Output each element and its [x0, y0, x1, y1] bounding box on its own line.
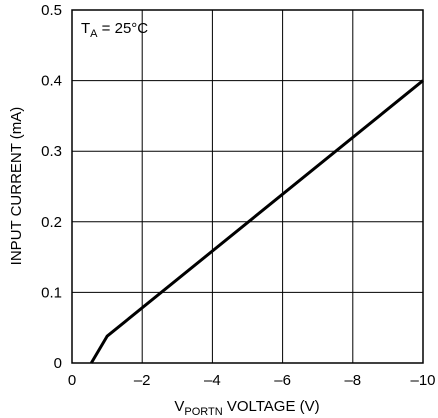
y-tick-labels: 0 0.1 0.2 0.3 0.4 0.5 — [41, 2, 62, 372]
x-tick-label-1: –2 — [134, 372, 151, 389]
grid — [72, 10, 423, 363]
series-layer — [90, 79, 424, 364]
y-tick-label-4: 0.4 — [41, 73, 62, 90]
annotation-subscript: A — [90, 28, 98, 40]
y-axis-label: INPUT CURRENT (mA) — [8, 107, 25, 266]
y-tick-label-5: 0.5 — [41, 2, 62, 19]
annotation-main: T — [81, 20, 90, 37]
x-axis-label-subscript: PORTN — [184, 406, 222, 418]
y-tick-label-1: 0.1 — [41, 284, 62, 301]
series-line-0 — [90, 79, 424, 364]
x-axis-label-main: V — [174, 398, 184, 415]
x-axis-label: VPORTN VOLTAGE (V) — [174, 398, 319, 418]
x-axis-label-rest: VOLTAGE (V) — [223, 398, 320, 415]
annotation-rest: = 25°C — [98, 20, 149, 37]
x-tick-label-0: 0 — [68, 372, 76, 389]
y-tick-label-0: 0 — [54, 355, 62, 372]
x-tick-label-5: –10 — [410, 372, 435, 389]
plot-frame — [71, 9, 424, 364]
temperature-annotation: TA = 25°C — [81, 20, 148, 40]
x-tick-labels: 0 –2 –4 –6 –8 –10 — [68, 372, 436, 389]
x-tick-label-3: –6 — [274, 372, 291, 389]
y-tick-label-2: 0.2 — [41, 214, 62, 231]
y-tick-label-3: 0.3 — [41, 143, 62, 160]
x-tick-label-4: –8 — [344, 372, 361, 389]
x-tick-label-2: –4 — [204, 372, 221, 389]
